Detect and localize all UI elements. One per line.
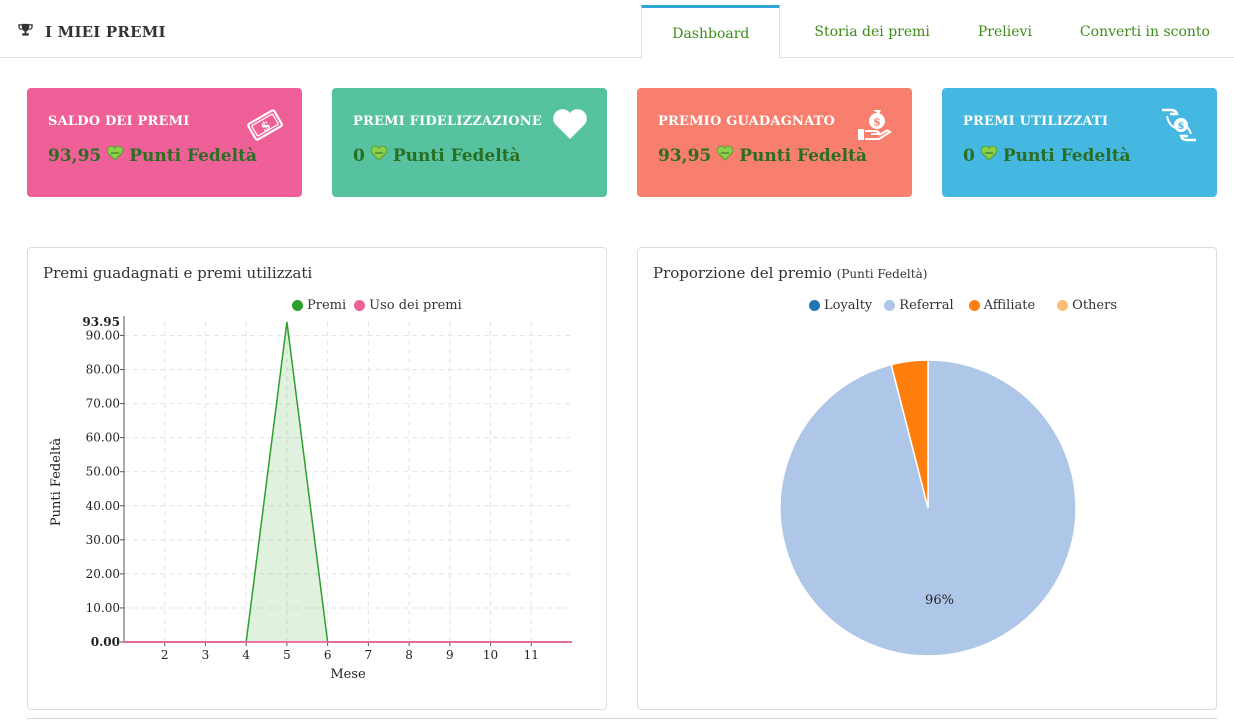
x-tick-label: 4 [242, 648, 250, 662]
card-unit: Punti Fedeltà [392, 145, 521, 166]
heart-points-icon [106, 145, 124, 166]
legend-label: Others [1072, 298, 1117, 313]
y-tick-label: 40.00 [86, 499, 120, 513]
chart-title-text: Proporzione del premio [653, 264, 832, 282]
svg-text:$: $ [1178, 121, 1185, 132]
y-tick-label: 30.00 [86, 533, 120, 547]
y-tick-label: 0.00 [91, 635, 120, 649]
brand: I MIEI PREMI [18, 22, 166, 41]
chart-title: Premi guadagnati e premi utilizzati [43, 264, 313, 282]
tab-prelievi[interactable]: Prelievi [977, 23, 1032, 40]
y-tick-label: 70.00 [86, 397, 120, 411]
card-saldo-premi: SALDO DEI PREMI 93,95 Punti Fedeltà $ [27, 88, 302, 197]
legend-item-referral[interactable]: Referral [884, 298, 954, 313]
trophy-icon [18, 22, 33, 41]
card-value: 0 Punti Fedeltà [353, 145, 521, 166]
y-tick-label: 50.00 [86, 465, 120, 479]
y-axis-title: Punti Fedeltà [49, 438, 64, 526]
legend-dot [968, 300, 980, 311]
card-unit: Punti Fedeltà [1002, 145, 1131, 166]
legend-item-loyalty[interactable]: Loyalty [809, 298, 872, 313]
hand-exchange-icon: $ [1159, 106, 1199, 150]
pie-slice-affiliate [890, 359, 929, 509]
y-tick-label: 80.00 [86, 363, 120, 377]
legend-label: Premi [307, 298, 347, 313]
legend-dot [292, 300, 303, 311]
legend-dot [809, 300, 820, 311]
page-header: I MIEI PREMI Dashboard Storia dei premi … [0, 0, 1234, 59]
card-premi-utilizzati: PREMI UTILIZZATI 0 Punti Fedeltà $ [942, 88, 1217, 197]
card-value: 0 Punti Fedeltà [963, 145, 1131, 166]
legend-dot [884, 300, 896, 311]
chart-legend: Premi Uso dei premi [292, 298, 462, 313]
x-tick-label: 3 [202, 648, 210, 662]
pie-legend: Loyalty Referral Affiliate Others [809, 298, 1117, 313]
x-tick-label: 5 [283, 648, 291, 662]
card-amount: 93,95 [658, 145, 712, 166]
page-title: I MIEI PREMI [45, 22, 166, 41]
y-tick-label: 60.00 [86, 431, 120, 445]
heart-points-icon [716, 145, 734, 166]
heart-icon [551, 106, 589, 146]
bottom-divider [27, 718, 1217, 719]
legend-item-uso-premi[interactable]: Uso dei premi [354, 298, 462, 313]
x-tick-label: 10 [483, 648, 498, 662]
legend-label: Uso dei premi [369, 298, 462, 313]
chart-panel-rewards: Premi guadagnati e premi utilizzati Prem… [27, 247, 607, 710]
legend-item-affiliate[interactable]: Affiliate [968, 298, 1036, 313]
card-premio-guadagnato: PREMIO GUADAGNATO 93,95 Punti Fedeltà $ [637, 88, 912, 197]
x-tick-label: 6 [324, 648, 332, 662]
x-tick-label: 11 [524, 648, 539, 662]
heart-points-icon [980, 145, 998, 166]
card-title: PREMI FIDELIZZAZIONE [353, 114, 542, 129]
x-axis-title: Mese [330, 667, 366, 682]
card-value: 93,95 Punti Fedeltà [48, 145, 257, 166]
tab-converti-sconto[interactable]: Converti in sconto [1079, 23, 1210, 40]
legend-label: Affiliate [983, 298, 1036, 313]
card-title: PREMI UTILIZZATI [963, 114, 1109, 129]
svg-text:$: $ [873, 116, 881, 129]
tab-bar: Dashboard Storia dei premi Prelievi Conv… [641, 5, 1234, 59]
legend-label: Loyalty [824, 298, 873, 313]
card-title: PREMIO GUADAGNATO [658, 114, 836, 129]
card-value: 93,95 Punti Fedeltà [658, 145, 867, 166]
tab-dashboard[interactable]: Dashboard [641, 5, 781, 59]
card-title: SALDO DEI PREMI [48, 114, 190, 129]
chart-subtitle: (Punti Fedeltà) [836, 267, 928, 281]
money-bag-hand-icon: $ [856, 106, 894, 148]
chart-panel-proportion: Proporzione del premio (Punti Fedeltà) L… [637, 247, 1217, 710]
legend-label: Referral [899, 298, 954, 313]
card-unit: Punti Fedeltà [129, 145, 257, 166]
x-tick-label: 7 [365, 648, 373, 662]
y-tick-label: 90.00 [86, 328, 120, 342]
legend-item-premi[interactable]: Premi [292, 298, 346, 313]
money-bill-icon: $ [246, 106, 284, 148]
legend-item-others[interactable]: Others [1057, 298, 1117, 313]
x-tick-label: 8 [405, 648, 413, 662]
y-tick-label: 10.00 [86, 601, 120, 615]
x-tick-label: 9 [446, 648, 454, 662]
legend-dot [1057, 300, 1069, 311]
x-tick-label: 2 [161, 648, 169, 662]
line-chart: 0.00 10.00 20.00 30.00 40.00 50.00 60.00 70.00 8… [49, 315, 572, 682]
chart-title: Proporzione del premio (Punti Fedeltà) [653, 264, 927, 282]
card-unit: Punti Fedeltà [739, 145, 867, 166]
heart-points-icon [370, 145, 388, 166]
card-premi-fidelizzazione: PREMI FIDELIZZAZIONE 0 Punti Fedeltà [332, 88, 607, 197]
card-amount: 0 [353, 145, 365, 166]
y-tick-label: 20.00 [86, 567, 120, 581]
pie-slice-label: 96% [925, 593, 954, 608]
card-amount: 0 [963, 145, 975, 166]
pie-chart: 96% [779, 359, 1077, 657]
card-amount: 93,95 [48, 145, 102, 166]
tab-storia-premi[interactable]: Storia dei premi [814, 23, 930, 40]
legend-dot [354, 300, 366, 311]
y-max-label: 93.95 [82, 315, 120, 329]
